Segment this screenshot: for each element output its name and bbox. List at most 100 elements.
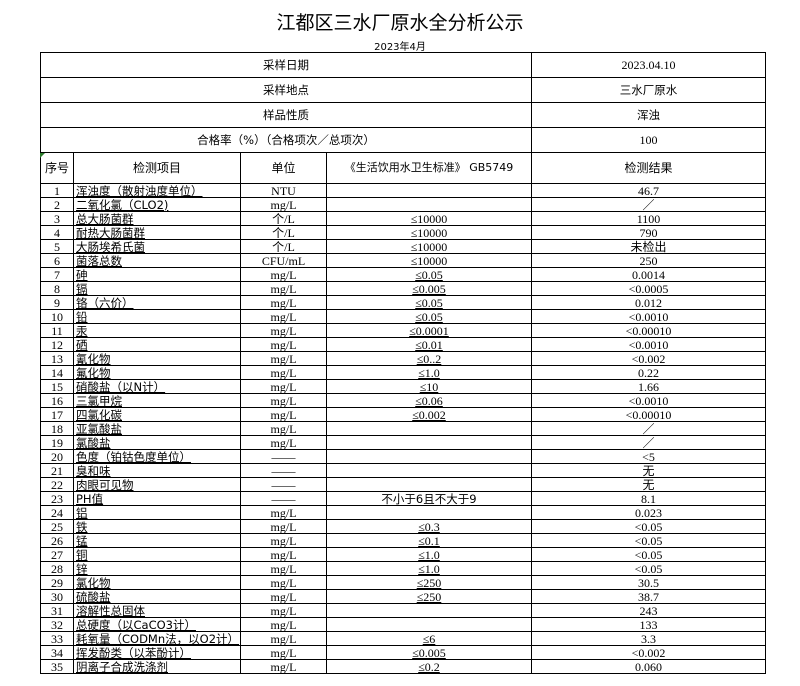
row-standard: ≤250	[326, 575, 532, 590]
row-unit: mg/L	[240, 617, 327, 632]
row-standard: ≤0.01	[326, 337, 532, 352]
table-row: 5 大肠埃希氏菌 个/L ≤10000 未检出	[40, 239, 766, 254]
row-standard: ≤6	[326, 631, 532, 646]
row-unit: mg/L	[240, 575, 327, 590]
row-result: 未检出	[531, 239, 766, 254]
header-unit: 单位	[240, 152, 327, 184]
row-unit: mg/L	[240, 197, 327, 212]
row-unit: mg/L	[240, 547, 327, 562]
row-no: 16	[40, 393, 74, 408]
row-unit: mg/L	[240, 295, 327, 310]
row-unit: ——	[240, 491, 327, 506]
table-row: 3 总大肠菌群 个/L ≤10000 1100	[40, 211, 766, 226]
row-no: 15	[40, 379, 74, 394]
row-result: <0.00010	[531, 407, 766, 422]
row-item: 砷	[73, 267, 241, 282]
row-unit: 个/L	[240, 225, 327, 240]
row-item: 汞	[73, 323, 241, 338]
row-standard: ≤0.3	[326, 519, 532, 534]
row-standard	[326, 617, 532, 632]
row-item: 锰	[73, 533, 241, 548]
row-unit: ——	[240, 477, 327, 492]
row-no: 12	[40, 337, 74, 352]
row-result: 8.1	[531, 491, 766, 506]
row-standard: ≤10000	[326, 239, 532, 254]
cell-comment-marker	[40, 153, 45, 158]
row-standard	[326, 505, 532, 520]
row-no: 6	[40, 253, 74, 268]
row-result: ／	[531, 197, 766, 212]
row-standard: ≤0.2	[326, 659, 532, 674]
row-item: 总硬度（以CaCO3计）	[73, 617, 241, 632]
table-row: 23 PH值 —— 不小于6且不大于9 8.1	[40, 491, 766, 506]
row-result: 1100	[531, 211, 766, 226]
table-row: 13 氰化物 mg/L ≤0..2 <0.002	[40, 351, 766, 366]
row-standard: ≤250	[326, 589, 532, 604]
row-item: 阴离子合成洗涤剂	[73, 659, 241, 674]
row-result: <0.05	[531, 561, 766, 576]
table-row: 24 铝 mg/L 0.023	[40, 505, 766, 520]
meta-value: 2023.04.10	[531, 52, 766, 78]
table-row: 29 氯化物 mg/L ≤250 30.5	[40, 575, 766, 590]
row-unit: mg/L	[240, 393, 327, 408]
row-standard: ≤0..2	[326, 351, 532, 366]
row-result: <0.0010	[531, 309, 766, 324]
meta-label: 采样地点	[40, 77, 532, 103]
row-no: 7	[40, 267, 74, 282]
row-result: <0.002	[531, 351, 766, 366]
row-result: 133	[531, 617, 766, 632]
row-item: 耗氧量（CODMn法，以O2计）	[73, 631, 241, 646]
row-item: 氰化物	[73, 351, 241, 366]
row-item: 氯酸盐	[73, 435, 241, 450]
row-standard	[326, 477, 532, 492]
table-row: 1 浑浊度（散射浊度单位） NTU 46.7	[40, 183, 766, 198]
row-no: 33	[40, 631, 74, 646]
row-standard: ≤0.0001	[326, 323, 532, 338]
row-no: 34	[40, 645, 74, 660]
row-no: 11	[40, 323, 74, 338]
table-row: 21 臭和味 —— 无	[40, 463, 766, 478]
row-result: 250	[531, 253, 766, 268]
row-no: 18	[40, 421, 74, 436]
table-row: 8 镉 mg/L ≤0.005 <0.0005	[40, 281, 766, 296]
meta-row-sampling-location: 采样地点 三水厂原水	[40, 77, 766, 103]
row-no: 25	[40, 519, 74, 534]
meta-row-sampling-date: 采样日期 2023.04.10	[40, 52, 766, 78]
row-item: 亚氯酸盐	[73, 421, 241, 436]
analysis-table: 采样日期 2023.04.10 采样地点 三水厂原水 样品性质 浑浊 合格率（%…	[40, 52, 766, 674]
table-row: 19 氯酸盐 mg/L ／	[40, 435, 766, 450]
row-item: 铁	[73, 519, 241, 534]
meta-value: 浑浊	[531, 102, 766, 128]
table-row: 4 耐热大肠菌群 个/L ≤10000 790	[40, 225, 766, 240]
row-no: 31	[40, 603, 74, 618]
row-result: <0.05	[531, 519, 766, 534]
meta-value: 三水厂原水	[531, 77, 766, 103]
row-item: 三氯甲烷	[73, 393, 241, 408]
table-row: 18 亚氯酸盐 mg/L ／	[40, 421, 766, 436]
table-row: 32 总硬度（以CaCO3计） mg/L 133	[40, 617, 766, 632]
row-unit: mg/L	[240, 337, 327, 352]
row-result: 无	[531, 463, 766, 478]
row-result: 0.060	[531, 659, 766, 674]
row-standard: ≤0.1	[326, 533, 532, 548]
row-unit: mg/L	[240, 309, 327, 324]
row-item: 硝酸盐（以N计）	[73, 379, 241, 394]
row-standard: ≤0.005	[326, 645, 532, 660]
row-no: 17	[40, 407, 74, 422]
row-item: 铬（六价）	[73, 295, 241, 310]
row-no: 30	[40, 589, 74, 604]
table-header-row: 序号 检测项目 单位 《生活饮用水卫生标准》 GB5749 检测结果	[40, 152, 766, 184]
row-standard: ≤10	[326, 379, 532, 394]
row-standard: ≤0.005	[326, 281, 532, 296]
table-row: 27 铜 mg/L ≤1.0 <0.05	[40, 547, 766, 562]
row-unit: mg/L	[240, 589, 327, 604]
row-result: <0.05	[531, 547, 766, 562]
row-standard	[326, 197, 532, 212]
row-result: 0.22	[531, 365, 766, 380]
row-item: 四氯化碳	[73, 407, 241, 422]
header-standard: 《生活饮用水卫生标准》 GB5749	[326, 152, 532, 184]
table-row: 9 铬（六价） mg/L ≤0.05 0.012	[40, 295, 766, 310]
table-row: 35 阴离子合成洗涤剂 mg/L ≤0.2 0.060	[40, 659, 766, 674]
table-row: 7 砷 mg/L ≤0.05 0.0014	[40, 267, 766, 282]
row-unit: mg/L	[240, 603, 327, 618]
